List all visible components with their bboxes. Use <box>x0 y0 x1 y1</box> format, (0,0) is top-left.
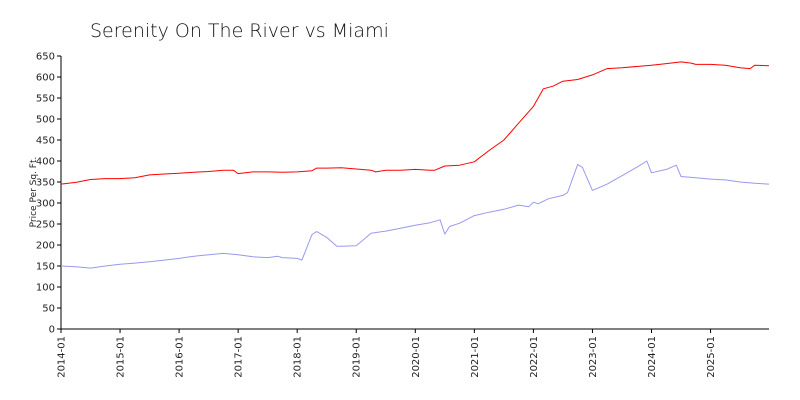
series-layer <box>60 61 770 269</box>
x-tick-label: 2024-01 <box>647 336 658 378</box>
x-tick-label: 2018-01 <box>293 336 304 378</box>
y-tick-label: 50 <box>42 304 55 315</box>
x-tick-label: 2019-01 <box>352 336 363 378</box>
y-tick-label: 650 <box>36 52 55 63</box>
y-tick-label: 550 <box>36 94 55 105</box>
y-tick-label: 600 <box>36 73 55 84</box>
y-tick-label: 100 <box>36 283 55 294</box>
y-tick-label: 450 <box>36 136 55 147</box>
y-tick-label: 0 <box>49 325 55 336</box>
x-tick-label: 2015-01 <box>116 336 127 378</box>
x-tick-label: 2021-01 <box>470 336 481 378</box>
chart-title: Serenity On The River vs Miami <box>90 20 389 42</box>
x-tick-label: 2020-01 <box>411 336 422 378</box>
y-axis-label: Price Per Sq. Ft. <box>29 157 39 228</box>
x-tick-label: 2014-01 <box>57 336 68 378</box>
series-line-miami <box>60 61 770 185</box>
x-tick-label: 2017-01 <box>234 336 245 378</box>
y-tick-label: 150 <box>36 262 55 273</box>
x-axis-ticks: 2014-01 2015-01 2016-01 2017-01 2018-01 2019-… <box>57 329 717 378</box>
y-tick-label: 400 <box>36 157 55 168</box>
y-tick-label: 250 <box>36 220 55 231</box>
y-tick-label: 500 <box>36 115 55 126</box>
series-line-serenity-on-the-river <box>60 160 770 269</box>
y-axis-ticks: 0 50 100 150 200 250 300 350 400 450 500 550 600 650 <box>36 52 61 336</box>
x-tick-label: 2025-01 <box>706 336 717 378</box>
y-tick-label: 200 <box>36 241 55 252</box>
x-tick-label: 2016-01 <box>175 336 186 378</box>
y-tick-label: 350 <box>36 178 55 189</box>
y-tick-label: 300 <box>36 199 55 210</box>
x-tick-label: 2022-01 <box>529 336 540 378</box>
x-tick-label: 2023-01 <box>588 336 599 378</box>
